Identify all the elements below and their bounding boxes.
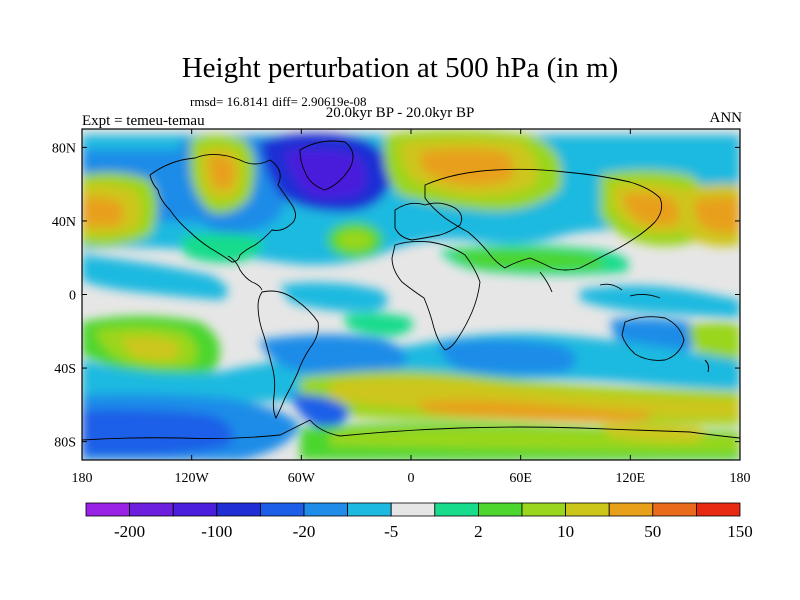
x-tick-label: 180 xyxy=(730,471,751,486)
y-tick-label: 40S xyxy=(54,362,76,377)
colorbar-swatch xyxy=(477,502,523,517)
y-tick-label: 40N xyxy=(52,215,76,230)
figure-title: Height perturbation at 500 hPa (in m) xyxy=(181,52,619,84)
colorbar-swatch xyxy=(259,502,305,517)
x-tick-label: 180 xyxy=(72,471,93,486)
y-tick-label: 0 xyxy=(69,289,76,304)
x-tick-label: 60E xyxy=(509,471,532,486)
colorbar-swatch xyxy=(85,502,130,517)
y-tick-label: 80N xyxy=(52,141,76,156)
axis-ticks: 180 120W 60W 0 60E 120E 180 80N 40N 0 40S 80S xyxy=(52,129,751,486)
stats-label: rmsd= 16.8141 diff= 2.90619e-08 xyxy=(190,94,367,109)
colorbar-swatch xyxy=(521,502,566,517)
colorbar-swatch xyxy=(129,502,174,517)
colorbar-swatch xyxy=(696,502,741,517)
experiment-label: Expt = temeu-temau xyxy=(82,113,205,129)
colorbar-swatch xyxy=(172,502,218,517)
x-tick-label: 120E xyxy=(616,471,646,486)
x-tick-label: 0 xyxy=(408,471,415,486)
y-tick-label: 80S xyxy=(54,436,76,451)
colorbar-label: -100 xyxy=(201,522,232,541)
colorbar-label: 50 xyxy=(644,522,661,541)
colorbar: -200 -100 -20 -5 2 10 50 150 xyxy=(85,502,753,541)
colorbar-label: -5 xyxy=(384,522,398,541)
colorbar-swatch xyxy=(608,502,654,517)
colorbar-label: 2 xyxy=(474,522,483,541)
colorbar-label: -20 xyxy=(293,522,316,541)
coastlines xyxy=(82,140,740,441)
colorbar-label: -200 xyxy=(114,522,145,541)
colorbar-swatch xyxy=(652,502,697,517)
colorbar-label: 150 xyxy=(727,522,753,541)
period-label: 20.0kyr BP - 20.0kyr BP xyxy=(325,105,475,121)
colorbar-swatch xyxy=(347,502,392,517)
colorbar-swatch xyxy=(303,502,348,517)
colorbar-label: 10 xyxy=(557,522,574,541)
colorbar-swatch xyxy=(216,502,261,517)
x-tick-label: 60W xyxy=(288,471,316,486)
colorbar-swatch xyxy=(390,502,436,517)
colorbar-swatch xyxy=(565,502,610,517)
x-tick-label: 120W xyxy=(175,471,210,486)
season-label: ANN xyxy=(709,110,743,126)
colorbar-swatch xyxy=(434,502,479,517)
contour-fill xyxy=(82,129,740,460)
